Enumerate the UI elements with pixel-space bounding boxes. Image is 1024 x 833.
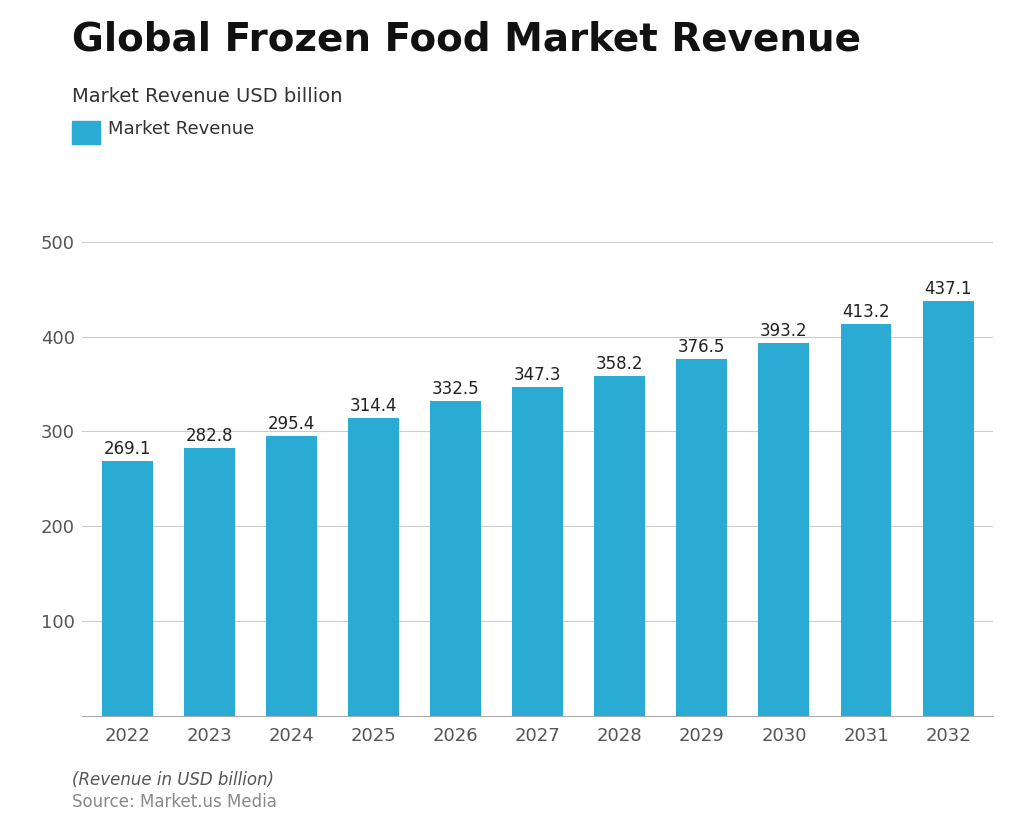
- Bar: [841, 324, 892, 716]
- Bar: [348, 418, 398, 716]
- Text: Source: Market.us Media: Source: Market.us Media: [72, 793, 276, 811]
- Text: Market Revenue USD billion: Market Revenue USD billion: [72, 87, 342, 107]
- Bar: [677, 359, 727, 716]
- Text: 295.4: 295.4: [267, 415, 315, 433]
- Text: 437.1: 437.1: [925, 281, 972, 298]
- Text: 332.5: 332.5: [432, 380, 479, 398]
- Text: 314.4: 314.4: [349, 397, 397, 415]
- Text: 376.5: 376.5: [678, 338, 725, 356]
- Bar: [266, 436, 316, 716]
- Bar: [594, 377, 645, 716]
- Bar: [759, 343, 809, 716]
- Text: 393.2: 393.2: [760, 322, 808, 340]
- Bar: [430, 401, 481, 716]
- Text: Market Revenue: Market Revenue: [108, 120, 254, 138]
- Text: Global Frozen Food Market Revenue: Global Frozen Food Market Revenue: [72, 21, 861, 59]
- Text: 413.2: 413.2: [842, 303, 890, 322]
- Text: 282.8: 282.8: [185, 427, 232, 445]
- Bar: [101, 461, 153, 716]
- Text: (Revenue in USD billion): (Revenue in USD billion): [72, 771, 273, 789]
- Bar: [183, 448, 234, 716]
- Text: 347.3: 347.3: [514, 366, 561, 384]
- Text: 269.1: 269.1: [103, 440, 151, 458]
- Text: 358.2: 358.2: [596, 356, 643, 373]
- Bar: [923, 302, 974, 716]
- Bar: [512, 387, 563, 716]
